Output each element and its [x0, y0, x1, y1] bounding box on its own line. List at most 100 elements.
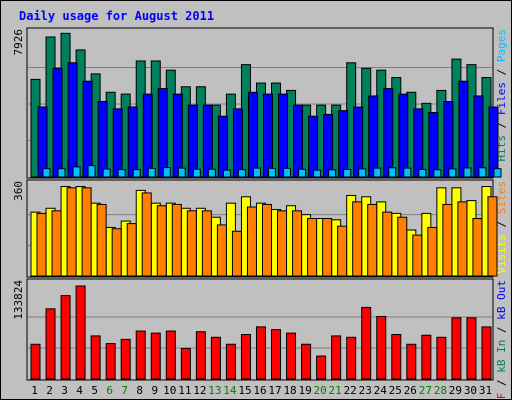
bar-sites: [412, 234, 423, 277]
bar-kb-f: [376, 315, 387, 380]
legend-entry: kB Out: [495, 280, 508, 320]
bar-files: [67, 62, 78, 178]
bar-sites: [277, 210, 288, 277]
bar-pages: [448, 168, 457, 178]
day-label: 1: [31, 384, 38, 397]
day-label: 8: [136, 384, 143, 397]
legend-entry: Visits: [495, 234, 508, 274]
bar-kb-f: [255, 326, 266, 380]
bar-kb-f: [466, 317, 477, 380]
legend-entry: /: [495, 373, 508, 393]
bar-files: [368, 95, 379, 178]
bar-pages: [373, 167, 382, 178]
day-label: 27: [419, 384, 432, 397]
bar-sites: [457, 201, 468, 277]
day-label: 13: [208, 384, 221, 397]
bar-sites: [141, 192, 152, 277]
bar-pages: [72, 166, 81, 178]
bar-files: [52, 67, 63, 178]
bar-pages: [147, 167, 156, 178]
bar-files: [353, 106, 364, 178]
bar-sites: [186, 210, 197, 277]
bar-kb-f: [75, 285, 86, 380]
bar-pages: [177, 167, 186, 178]
bar-sites: [382, 211, 393, 277]
bar-files: [338, 110, 349, 178]
bar-pages: [388, 167, 397, 178]
bar-kb-f: [316, 355, 327, 380]
day-label: 3: [61, 384, 68, 397]
bar-kb-f: [60, 295, 71, 380]
bar-kb-f: [301, 343, 312, 380]
legend-entry: Sites: [495, 181, 508, 214]
bar-sites: [201, 210, 212, 277]
legend-entry: Pages: [495, 29, 508, 62]
bar-pages: [358, 168, 367, 178]
bar-files: [82, 80, 93, 178]
day-label: 18: [283, 384, 296, 397]
bar-pages: [493, 168, 502, 178]
day-label: 10: [163, 384, 176, 397]
bar-sites: [51, 210, 62, 277]
bar-pages: [418, 168, 427, 178]
bar-kb-f: [346, 336, 357, 380]
day-label: 5: [91, 384, 98, 397]
y-max-label: 7926: [12, 29, 25, 56]
legend-entry: /: [495, 62, 508, 82]
legend-entry: kB F: [495, 393, 508, 399]
day-label: 30: [464, 384, 477, 397]
day-label: 12: [193, 384, 206, 397]
bar-files: [473, 95, 484, 178]
y-max-label: 360: [12, 181, 25, 201]
bar-sites: [472, 218, 483, 277]
legend: kB F / kB In / kB Out: [495, 280, 508, 399]
legend-entry: /: [495, 214, 508, 234]
y-max-label: 133824: [12, 280, 25, 320]
bar-sites: [487, 196, 498, 277]
day-label: 21: [329, 384, 342, 397]
bar-pages: [162, 167, 171, 178]
bar-files: [278, 93, 289, 178]
bar-kb-f: [150, 332, 161, 380]
bar-sites: [427, 226, 438, 277]
bar-kb-f: [271, 329, 282, 380]
bar-sites: [111, 228, 122, 277]
bar-pages: [57, 168, 66, 178]
bar-pages: [328, 169, 337, 178]
legend-entry: kB In: [495, 340, 508, 373]
bar-pages: [87, 165, 96, 178]
day-label: 29: [449, 384, 462, 397]
bar-files: [262, 93, 273, 178]
bar-files: [187, 104, 198, 178]
bar-pages: [192, 168, 201, 178]
bar-sites: [126, 223, 137, 277]
bar-sites: [66, 187, 77, 277]
bar-kb-f: [331, 335, 342, 380]
day-label: 28: [434, 384, 447, 397]
day-label: 23: [359, 384, 372, 397]
bar-files: [383, 88, 394, 178]
bar-files: [37, 106, 48, 178]
bar-pages: [283, 167, 292, 178]
bar-files: [202, 104, 213, 178]
bar-kb-f: [421, 334, 432, 380]
day-label: 6: [106, 384, 113, 397]
day-label: 14: [223, 384, 237, 397]
day-label: 9: [151, 384, 158, 397]
bar-files: [217, 115, 228, 178]
legend-entry: /: [495, 320, 508, 340]
bar-kb-f: [240, 334, 251, 380]
bar-files: [172, 93, 183, 178]
day-label: 11: [178, 384, 191, 397]
bar-kb-f: [210, 336, 221, 380]
bar-sites: [96, 203, 107, 277]
bar-sites: [81, 187, 92, 277]
bar-files: [293, 104, 304, 178]
bar-pages: [237, 169, 246, 178]
bar-files: [97, 100, 108, 178]
bar-files: [443, 100, 454, 178]
bar-sites: [337, 225, 348, 277]
